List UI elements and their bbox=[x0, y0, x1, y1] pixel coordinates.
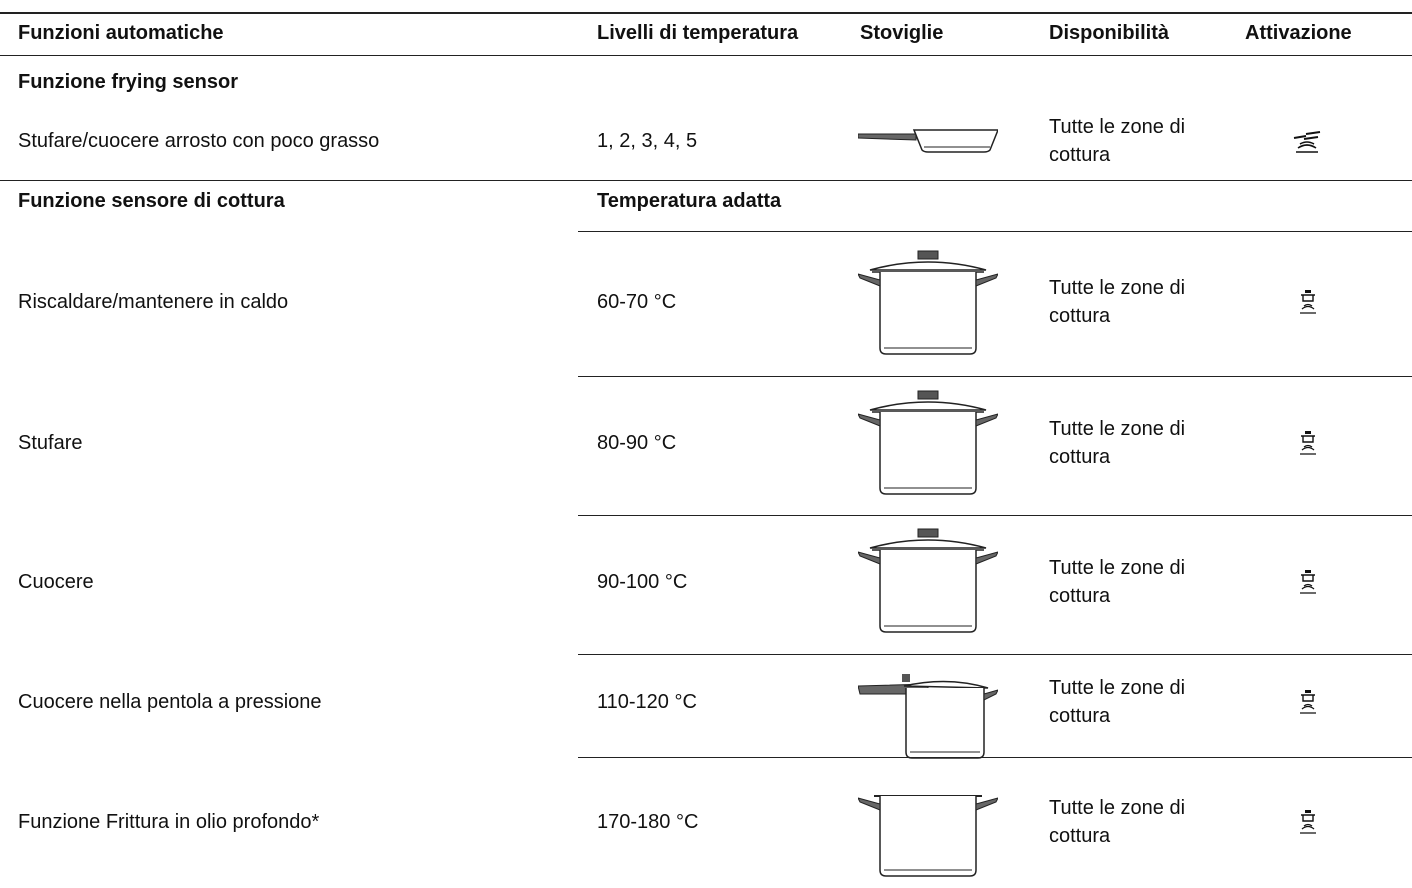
cookware-icon bbox=[858, 672, 998, 762]
function: Cuocere bbox=[18, 571, 94, 593]
cookware-icon bbox=[858, 792, 998, 882]
function: Stufare/cuocere arrosto con poco grasso bbox=[18, 130, 380, 152]
cookware-icon bbox=[858, 528, 998, 638]
rule bbox=[0, 180, 1412, 181]
rule bbox=[578, 231, 1412, 232]
activation-icon bbox=[1298, 809, 1318, 835]
column-header: Stoviglie bbox=[860, 22, 944, 44]
function: Funzione Frittura in olio profondo* bbox=[18, 811, 320, 833]
availability: Tutte le zone di cottura bbox=[1049, 797, 1186, 847]
temperature: 60-70 °C bbox=[597, 291, 677, 313]
column-header: Funzioni automatiche bbox=[18, 22, 224, 44]
temperature: 80-90 °C bbox=[597, 432, 677, 454]
temperature: 110-120 °C bbox=[597, 691, 697, 713]
rule bbox=[578, 757, 1412, 758]
availability: Tutte le zone di cottura bbox=[1049, 116, 1186, 166]
activation-icon bbox=[1298, 289, 1318, 315]
section-title: Funzione sensore di cottura bbox=[18, 190, 285, 212]
temperature: 90-100 °C bbox=[597, 571, 688, 593]
availability: Tutte le zone di cottura bbox=[1049, 418, 1186, 468]
cookware-icon bbox=[858, 390, 998, 500]
pan-icon bbox=[858, 126, 998, 156]
column-header: Disponibilità bbox=[1049, 22, 1169, 44]
availability: Tutte le zone di cottura bbox=[1049, 277, 1186, 327]
activation-icon bbox=[1298, 430, 1318, 456]
temperature-header: Temperatura adatta bbox=[597, 190, 782, 212]
activation-icon bbox=[1298, 689, 1318, 715]
activation-icon bbox=[1298, 569, 1318, 595]
cookware-icon bbox=[858, 250, 998, 360]
section-title: Funzione frying sensor bbox=[18, 71, 239, 93]
column-header: Livelli di temperatura bbox=[597, 22, 799, 44]
temperature: 1, 2, 3, 4, 5 bbox=[597, 130, 698, 152]
activation-icon bbox=[1292, 130, 1322, 154]
temperature: 170-180 °C bbox=[597, 811, 699, 833]
function: Stufare bbox=[18, 432, 83, 454]
function: Riscaldare/mantenere in caldo bbox=[18, 291, 289, 313]
rule bbox=[0, 12, 1412, 14]
rule bbox=[0, 55, 1412, 56]
rule bbox=[578, 515, 1412, 516]
rule bbox=[578, 376, 1412, 377]
function: Cuocere nella pentola a pressione bbox=[18, 691, 322, 713]
column-header: Attivazione bbox=[1245, 22, 1352, 44]
rule bbox=[578, 654, 1412, 655]
availability: Tutte le zone di cottura bbox=[1049, 677, 1186, 727]
availability: Tutte le zone di cottura bbox=[1049, 557, 1186, 607]
